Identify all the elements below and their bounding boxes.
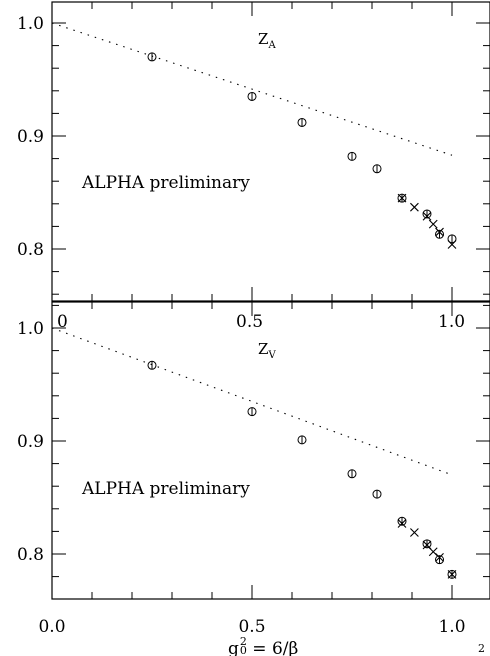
x-axis-label: g2 0 = 6/β [228,635,298,656]
y-tick-label: 0.9 [17,432,44,452]
tick-marks [51,302,490,599]
panel-title-main: Z [258,30,268,48]
x-axis-label-rest: = 6/β [247,639,298,656]
tick-marks [51,2,490,301]
y-tick-label: 0.9 [17,127,44,147]
x-tick-labels-bottom: 0.0 0.5 1.0 [38,617,465,637]
fit-line [51,22,453,156]
data-point-cross [447,569,457,579]
x-axis-label-g: g [228,639,239,656]
x-axis-label-sub: 0 [240,644,247,656]
panel-title: ZV [258,340,276,361]
x-tick-label: 1.0 [438,617,465,637]
chart-panel-zv: 1.0 0.9 0.8 ZV ALPHA preliminary [17,301,490,600]
x-tick-label: 0.0 [38,617,65,637]
data-point-cross [435,553,444,562]
annotation-text: ALPHA preliminary [81,479,250,499]
y-tick-label: 0.8 [17,240,44,260]
plot-frame [51,1,490,302]
data-point-cross [447,240,457,249]
y-tick-label: 1.0 [17,14,44,34]
plot-frame [51,301,490,600]
annotation-text: ALPHA preliminary [81,173,250,193]
panel-title-sub: V [267,350,276,361]
y-tick-label: 0.8 [17,545,44,565]
data-point-cross [397,519,407,528]
data-point-cross [422,211,432,221]
data-point-cross [410,528,419,537]
data-point-cross [435,227,444,237]
y-tick-label: 1.0 [17,319,44,339]
x-tick-labels-top: 0 0.5 1.0 [57,312,465,332]
x-tick-label: 0.5 [236,312,263,332]
corner-mark: 2 [478,642,485,655]
x-tick-label: 1.0 [438,312,465,332]
data-point-cross [410,202,419,212]
data-point-cross [428,219,438,229]
data-point-cross [397,193,407,203]
panel-title-sub: A [267,40,276,51]
data-layer [51,22,457,249]
data-layer [51,327,457,579]
panel-title-main: Z [258,340,268,358]
x-axis-label-sup: 2 [240,635,247,648]
x-tick-label: 0.5 [238,617,265,637]
fit-line [51,327,453,476]
x-tick-label: 0 [57,312,68,332]
panel-title: ZA [258,30,276,51]
chart-panel-za: 1.0 0.9 0.8 ZA ALPHA preliminary [17,1,490,302]
